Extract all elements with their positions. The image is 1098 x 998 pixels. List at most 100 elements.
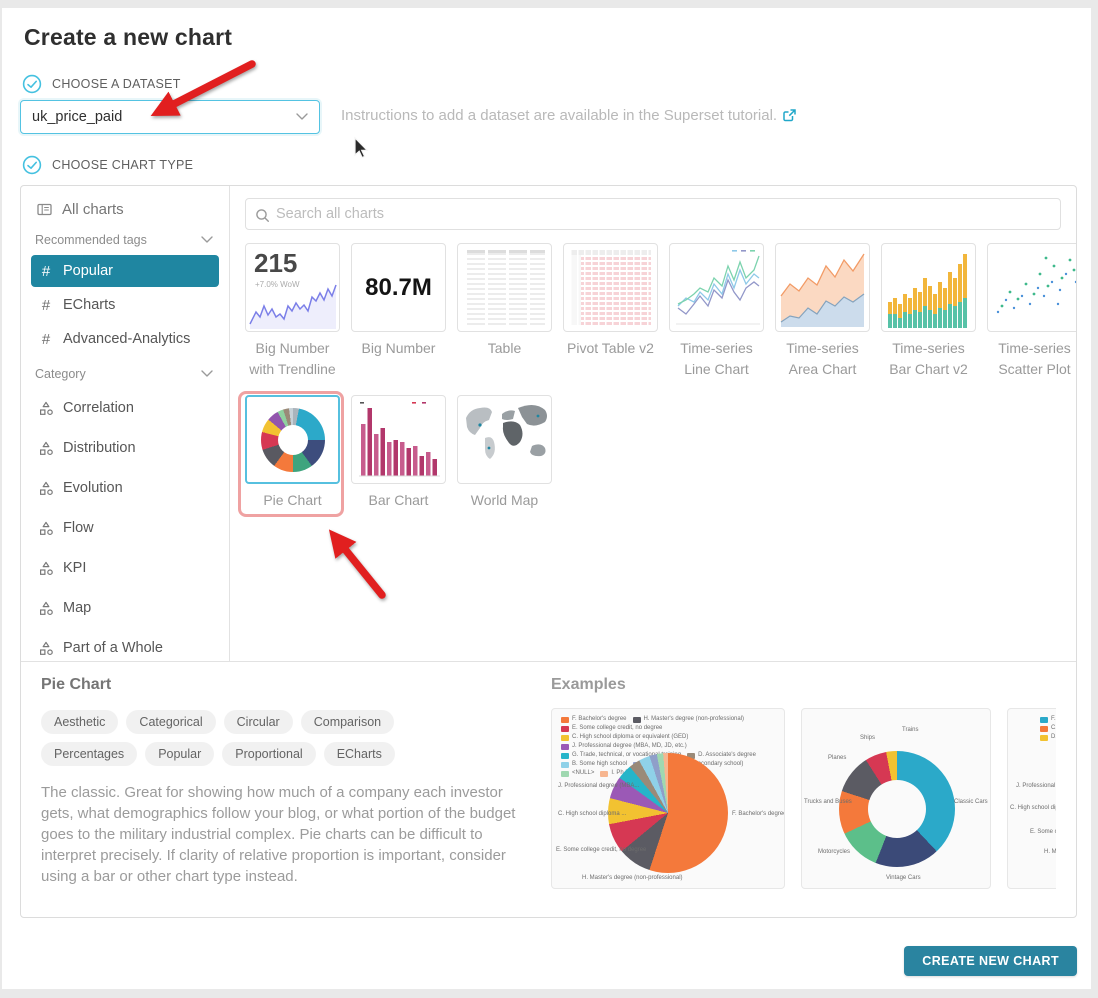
sidebar-item-advanced-analytics[interactable]: # Advanced-Analytics xyxy=(31,323,219,355)
thumb-big-number: 80.7M xyxy=(365,273,432,301)
chart-tags: Aesthetic Categorical Circular Compariso… xyxy=(41,710,491,766)
external-link-icon[interactable] xyxy=(783,109,796,122)
tag-badge: Aesthetic xyxy=(41,710,119,734)
chart-type-label: Big Number xyxy=(361,340,436,356)
page-title: Create a new chart xyxy=(24,24,233,50)
instructions-text: Instructions to add a dataset are availa… xyxy=(341,107,778,124)
sitemap-icon xyxy=(39,401,53,415)
chart-type-label: Bar Chart xyxy=(368,492,429,508)
step-label: CHOOSE CHART TYPE xyxy=(52,158,194,172)
chart-type-label: World Map xyxy=(470,492,539,508)
chart-type-label: Big Number with Trendline xyxy=(249,340,336,377)
sitemap-icon xyxy=(39,441,53,455)
create-chart-panel: Create a new chart CHOOSE A DATASET uk_p… xyxy=(2,8,1091,989)
chart-thumbnail xyxy=(563,243,658,332)
sitemap-icon xyxy=(39,521,53,535)
check-circle-icon xyxy=(22,74,42,94)
sidebar-item-evolution[interactable]: Evolution xyxy=(31,469,219,507)
section-label: Recommended tags xyxy=(35,233,147,247)
sitemap-icon xyxy=(39,561,53,575)
sidebar-item-map[interactable]: Map xyxy=(31,589,219,627)
sidebar-item-kpi[interactable]: KPI xyxy=(31,549,219,587)
chart-type-card-world-map[interactable]: World Map xyxy=(457,395,552,511)
example-pie-image: F. Bachelor's degree H. Master's degree … xyxy=(551,708,785,889)
chart-type-card-big-number-trendline[interactable]: 215 +7.0% WoW Big Number with Trendline xyxy=(245,243,340,382)
chart-type-gallery: 215 +7.0% WoW Big Number with Trendline … xyxy=(230,186,1076,661)
sidebar-section-category[interactable]: Category xyxy=(31,357,219,387)
sidebar-item-label: Distribution xyxy=(63,440,136,456)
thumb-delta: +7.0% WoW xyxy=(255,280,300,289)
chart-thumbnail xyxy=(987,243,1076,332)
dataset-select-value: uk_price_paid xyxy=(32,109,123,125)
selected-chart-title: Pie Chart xyxy=(41,676,112,693)
search-icon xyxy=(255,208,270,223)
sidebar-item-distribution[interactable]: Distribution xyxy=(31,429,219,467)
sidebar-item-flow[interactable]: Flow xyxy=(31,509,219,547)
sidebar-item-all-charts[interactable]: All charts xyxy=(31,196,219,223)
chart-thumbnail xyxy=(457,243,552,332)
dataset-instructions: Instructions to add a dataset are availa… xyxy=(341,107,796,124)
sidebar-item-label: Correlation xyxy=(63,400,134,416)
chart-type-card-table[interactable]: Table xyxy=(457,243,552,382)
tag-badge: Proportional xyxy=(222,742,316,766)
chevron-down-icon xyxy=(201,236,213,244)
step-choose-chart-type: CHOOSE CHART TYPE xyxy=(22,155,193,175)
step-label: CHOOSE A DATASET xyxy=(52,77,181,91)
chart-type-label: Time-series Scatter Plot xyxy=(998,340,1071,377)
sidebar-item-correlation[interactable]: Correlation xyxy=(31,389,219,427)
pie-donut-graphic xyxy=(261,408,325,472)
sidebar-item-echarts[interactable]: # ECharts xyxy=(31,289,219,321)
chart-type-label: Time-series Area Chart xyxy=(786,340,859,377)
search-charts-box xyxy=(245,198,1061,230)
chart-type-sidebar: All charts Recommended tags # Popular # … xyxy=(21,186,230,661)
chart-description: The classic. Great for showing how much … xyxy=(41,784,516,885)
chart-type-label: Time-series Line Chart xyxy=(680,340,753,377)
sidebar-item-label: Evolution xyxy=(63,480,123,496)
dataset-select[interactable]: uk_price_paid xyxy=(20,100,320,134)
chart-type-label: Pivot Table v2 xyxy=(567,340,654,356)
chart-type-card-big-number[interactable]: 80.7M Big Number xyxy=(351,243,446,382)
chart-type-picker: All charts Recommended tags # Popular # … xyxy=(20,185,1077,918)
examples-gallery: F. Bachelor's degree H. Master's degree … xyxy=(551,708,1056,889)
chart-thumbnail xyxy=(351,395,446,484)
sidebar-item-label: Flow xyxy=(63,520,94,536)
chart-type-card-ts-scatter[interactable]: Time-series Scatter Plot xyxy=(987,243,1076,382)
chart-type-card-pie-chart[interactable]: Pie Chart xyxy=(238,391,344,517)
tag-badge: Categorical xyxy=(126,710,216,734)
tag-badge: Comparison xyxy=(300,710,395,734)
chart-thumbnail xyxy=(245,395,340,484)
sidebar-section-recommended-tags[interactable]: Recommended tags xyxy=(31,223,219,253)
donut-graphic xyxy=(839,751,955,867)
search-input[interactable] xyxy=(246,199,1060,229)
pie-graphic xyxy=(608,753,728,873)
chart-type-card-bar-chart[interactable]: Bar Chart xyxy=(351,395,446,511)
sidebar-item-part-of-a-whole[interactable]: Part of a Whole xyxy=(31,629,219,661)
hash-icon: # xyxy=(41,330,51,348)
sitemap-icon xyxy=(39,641,53,655)
sidebar-item-popular[interactable]: # Popular xyxy=(31,255,219,287)
chart-type-card-ts-area[interactable]: Time-series Area Chart xyxy=(775,243,870,382)
example-clipped-image: F. Bachelor's degree C. High school dipl… xyxy=(1007,708,1056,889)
chart-thumbnail: 80.7M xyxy=(351,243,446,332)
chart-thumbnail xyxy=(881,243,976,332)
chart-type-card-ts-bar[interactable]: Time-series Bar Chart v2 xyxy=(881,243,976,382)
chart-type-details: Pie Chart Aesthetic Categorical Circular… xyxy=(21,661,1076,917)
create-new-chart-button[interactable]: CREATE NEW CHART xyxy=(904,946,1077,976)
sidebar-item-label: Part of a Whole xyxy=(63,640,163,656)
chart-type-label: Table xyxy=(487,340,522,356)
sidebar-item-label: Advanced-Analytics xyxy=(63,331,191,347)
chevron-down-icon xyxy=(296,113,308,121)
chart-type-card-pivot-table[interactable]: Pivot Table v2 xyxy=(563,243,658,382)
sidebar-item-label: Map xyxy=(63,600,92,616)
chart-thumbnail xyxy=(775,243,870,332)
sidebar-item-label: KPI xyxy=(63,560,87,576)
examples-heading: Examples xyxy=(551,676,626,693)
chevron-down-icon xyxy=(201,370,213,378)
chart-thumbnail: 215 +7.0% WoW xyxy=(245,243,340,332)
chart-type-card-ts-line[interactable]: Time-series Line Chart xyxy=(669,243,764,382)
all-charts-icon xyxy=(37,202,52,217)
sitemap-icon xyxy=(39,601,53,615)
tag-badge: Popular xyxy=(145,742,215,766)
sidebar-item-label: All charts xyxy=(62,201,124,218)
section-label: Category xyxy=(35,367,86,381)
